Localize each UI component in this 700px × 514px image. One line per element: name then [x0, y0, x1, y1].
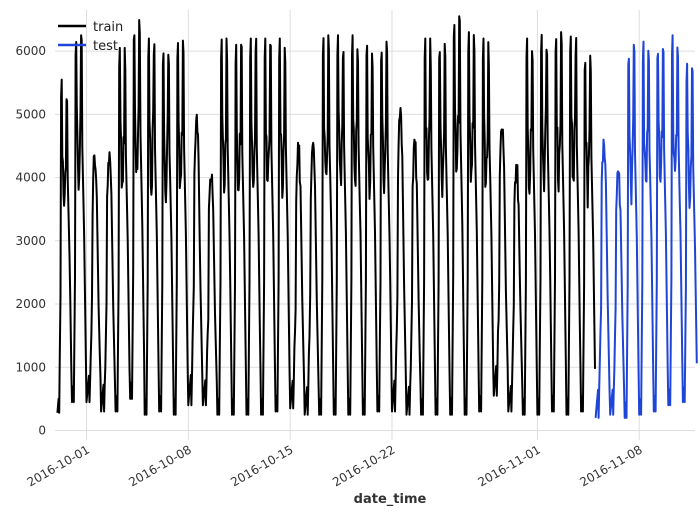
- y-tick-label: 3000: [15, 234, 46, 248]
- x-axis-title: date_time: [354, 492, 427, 507]
- y-tick-label: 1000: [15, 360, 46, 374]
- x-tick-label: 2016-10-08: [126, 442, 193, 489]
- x-tick-label: 2016-10-15: [228, 442, 295, 489]
- x-tick-label: 2016-10-01: [25, 442, 92, 489]
- series-line-test: [594, 34, 698, 419]
- legend: train test: [58, 20, 123, 54]
- series-line-train: [56, 15, 596, 416]
- x-tick-label: 2016-11-01: [476, 442, 543, 489]
- y-tick-label: 5000: [15, 107, 46, 121]
- y-tick-label: 0: [38, 424, 46, 438]
- legend-label-test: test: [93, 39, 118, 54]
- legend-label-train: train: [93, 20, 123, 35]
- y-tick-label: 4000: [15, 171, 46, 185]
- series-layer: [56, 15, 698, 419]
- x-tick-label: 2016-11-08: [577, 442, 644, 489]
- x-tick-label: 2016-10-22: [330, 442, 397, 489]
- y-tick-label: 6000: [15, 44, 46, 58]
- y-tick-label: 2000: [15, 297, 46, 311]
